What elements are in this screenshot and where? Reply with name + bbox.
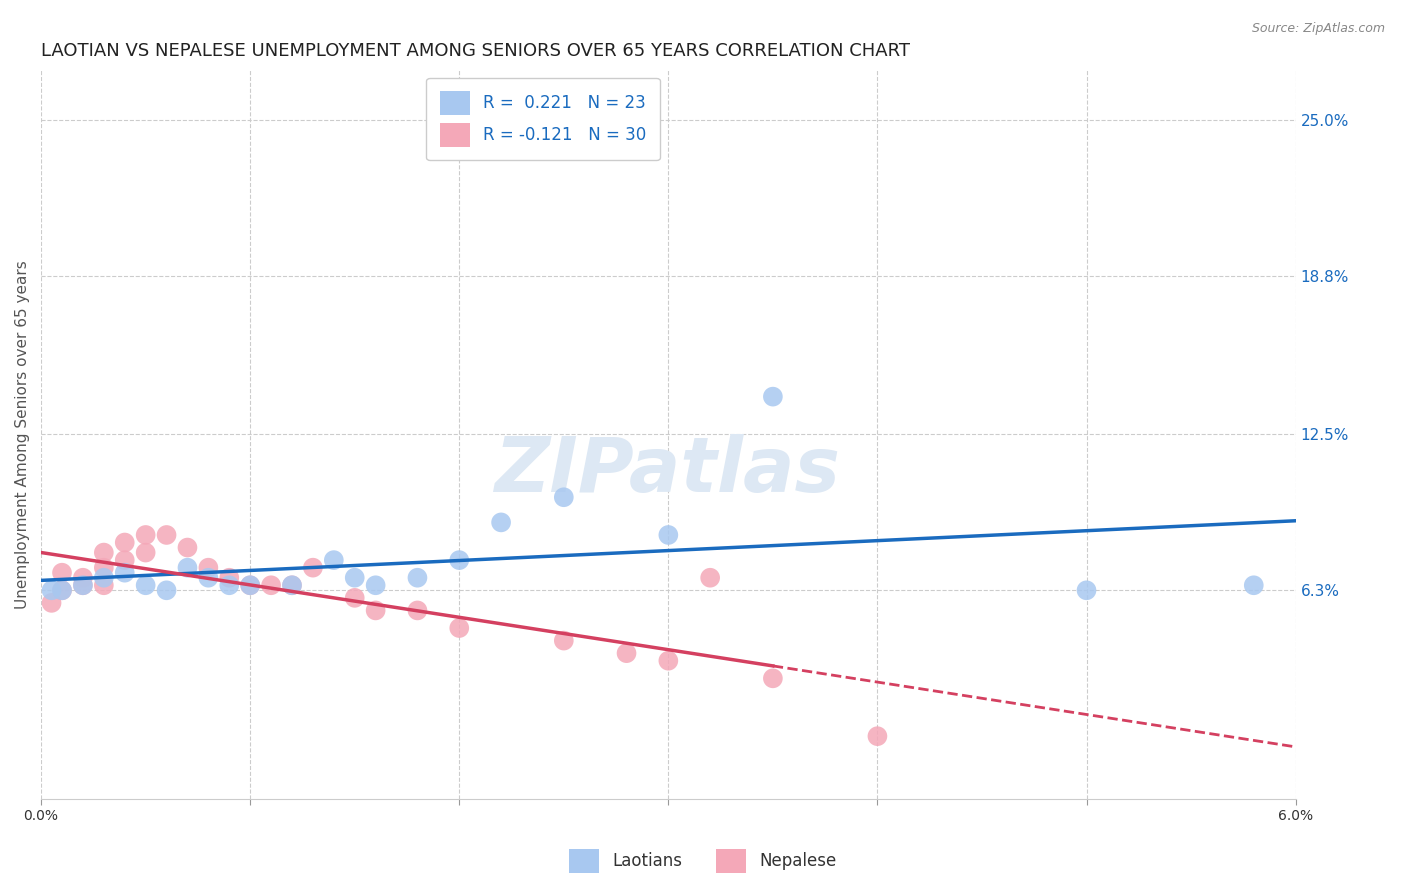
Point (364, 603, 387, 617)
Y-axis label: Unemployment Among Seniors over 65 years: Unemployment Among Seniors over 65 years (15, 260, 30, 608)
Point (260, 578, 283, 592)
Point (239, 578, 262, 592)
Point (51, 583, 73, 598)
Point (114, 535, 136, 549)
Point (197, 560, 219, 574)
Point (135, 578, 157, 592)
Point (866, 729, 889, 743)
Point (1076, 583, 1098, 598)
Point (657, 528, 679, 542)
Legend: R =  0.221   N = 23, R = -0.121   N = 30: R = 0.221 N = 23, R = -0.121 N = 30 (426, 78, 659, 161)
Point (197, 571, 219, 585)
Point (72, 571, 94, 585)
Point (449, 553, 471, 567)
Point (364, 578, 387, 592)
Point (72, 578, 94, 592)
Text: ZIPatlas: ZIPatlas (495, 434, 841, 508)
Point (1243, 578, 1265, 592)
Point (176, 560, 198, 574)
Point (343, 591, 366, 605)
Text: Source: ZipAtlas.com: Source: ZipAtlas.com (1251, 22, 1385, 36)
Point (657, 654, 679, 668)
Point (449, 621, 471, 635)
Point (281, 578, 304, 592)
Point (406, 603, 429, 617)
Point (41, 596, 63, 610)
Point (114, 553, 136, 567)
Point (281, 578, 304, 592)
Point (553, 490, 575, 504)
Point (135, 545, 157, 559)
Point (51, 566, 73, 580)
Point (762, 671, 785, 685)
Point (343, 571, 366, 585)
Point (762, 390, 785, 404)
Point (51, 583, 73, 598)
Point (553, 633, 575, 648)
Point (218, 571, 240, 585)
Point (406, 571, 429, 585)
Point (155, 528, 177, 542)
Point (302, 560, 325, 574)
Point (114, 566, 136, 580)
Point (93, 545, 115, 559)
Point (155, 583, 177, 598)
Point (489, 516, 512, 530)
Point (93, 560, 115, 574)
Point (322, 553, 344, 567)
Point (93, 571, 115, 585)
Point (176, 541, 198, 555)
Point (218, 578, 240, 592)
Point (93, 578, 115, 592)
Point (239, 578, 262, 592)
Point (135, 528, 157, 542)
Point (616, 646, 638, 660)
Point (72, 578, 94, 592)
Legend: Laotians, Nepalese: Laotians, Nepalese (562, 842, 844, 880)
Point (699, 571, 721, 585)
Text: LAOTIAN VS NEPALESE UNEMPLOYMENT AMONG SENIORS OVER 65 YEARS CORRELATION CHART: LAOTIAN VS NEPALESE UNEMPLOYMENT AMONG S… (41, 42, 910, 60)
Point (41, 583, 63, 598)
